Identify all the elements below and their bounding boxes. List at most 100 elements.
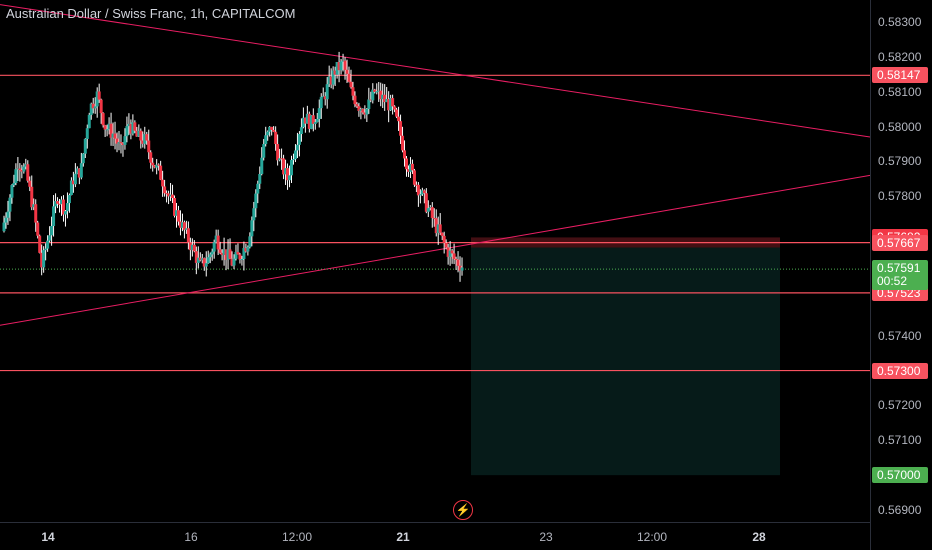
candle-body (163, 186, 167, 194)
candle-body (278, 158, 282, 161)
candle-body (438, 224, 442, 233)
candle-body (127, 123, 131, 127)
candle-body (327, 76, 331, 85)
candle-body (434, 218, 438, 234)
candle-body (432, 217, 436, 219)
time-tick-label: 21 (396, 530, 410, 544)
candle-body (176, 210, 180, 222)
price-axis-border (870, 0, 871, 550)
candle-body (270, 126, 274, 130)
candle-body (50, 226, 54, 236)
candle-body (77, 168, 81, 178)
candle-body (373, 89, 377, 92)
candle-body (363, 112, 367, 115)
candle-body (196, 257, 200, 263)
candle-body (113, 133, 117, 139)
candle-body (56, 201, 60, 204)
candle-body (410, 163, 414, 171)
candle-body (182, 222, 186, 230)
candle-body (297, 134, 301, 145)
candle-body (430, 207, 434, 218)
candle-body (109, 123, 113, 138)
candle-body (403, 150, 407, 159)
candle-body (412, 170, 416, 185)
candle-body (258, 173, 262, 184)
candle-body (93, 106, 97, 109)
candle-body (343, 60, 347, 70)
candle-body (361, 109, 365, 113)
trendline (0, 174, 871, 326)
candle-body (95, 91, 99, 107)
candle-body (383, 94, 387, 103)
candle-body (139, 130, 143, 141)
candle-body (268, 126, 272, 132)
candle-body (4, 217, 8, 223)
price-tick-label: 0.57200 (878, 398, 922, 413)
candle-body (12, 183, 16, 186)
candle-body (391, 98, 395, 107)
candle-body (274, 131, 278, 145)
candle-body (319, 96, 323, 109)
candle-body (60, 199, 63, 205)
candle-body (117, 142, 121, 144)
candle-body (428, 207, 432, 209)
candle-body (58, 203, 62, 205)
price-tick-label: 0.58300 (878, 15, 922, 29)
candle-body (224, 249, 228, 260)
candle-body (204, 263, 208, 267)
price-level-badge: 0.57667 (872, 234, 928, 251)
candle-body (123, 136, 127, 145)
candle-body (349, 81, 353, 88)
candle-body (252, 208, 256, 221)
candle-body (48, 235, 52, 241)
price-level-badge: 0.57000 (872, 467, 928, 484)
candle-body (288, 175, 292, 181)
candle-body (119, 142, 123, 144)
time-tick-label: 14 (41, 530, 55, 544)
candle-body (424, 193, 428, 212)
candle-body (8, 197, 12, 212)
candle-body (357, 106, 361, 111)
candle-body (315, 119, 319, 123)
candle-body (101, 113, 105, 126)
candle-body (198, 257, 202, 261)
candle-body (149, 152, 153, 163)
candle-body (367, 99, 371, 109)
candle-body (254, 193, 258, 209)
candle-body (321, 96, 325, 98)
flash-icon[interactable]: ⚡ (453, 500, 473, 520)
candle-body (34, 204, 38, 223)
candle-body (460, 267, 464, 271)
candle-body (293, 150, 297, 160)
candle-body (329, 76, 333, 85)
candle-body (63, 211, 67, 215)
candle-body (355, 104, 359, 107)
candle-body (359, 109, 363, 111)
price-tick-label: 0.57400 (878, 328, 922, 343)
candle-body (458, 265, 462, 271)
candle-body (401, 135, 405, 151)
candle-body (408, 163, 412, 172)
candle-body (97, 91, 101, 100)
candle-body (280, 158, 284, 160)
candle-body (309, 115, 313, 129)
candle-body (351, 87, 355, 96)
time-tick-label: 16 (184, 530, 198, 544)
candle-body (71, 180, 75, 185)
candle-body (416, 184, 420, 196)
candle-body (222, 249, 226, 256)
candle-body (385, 98, 389, 103)
candle-body (284, 168, 288, 175)
candle-body (42, 250, 46, 268)
candle-body (69, 180, 73, 196)
candle-body (379, 90, 383, 100)
price-level-badge: 0.58147 (872, 67, 928, 84)
candle-body (299, 127, 303, 135)
candle-body (30, 186, 34, 208)
candle-body (375, 91, 379, 93)
candle-body (291, 159, 295, 161)
candle-body (145, 134, 149, 141)
candle-body (371, 89, 375, 101)
candle-body (347, 73, 351, 82)
